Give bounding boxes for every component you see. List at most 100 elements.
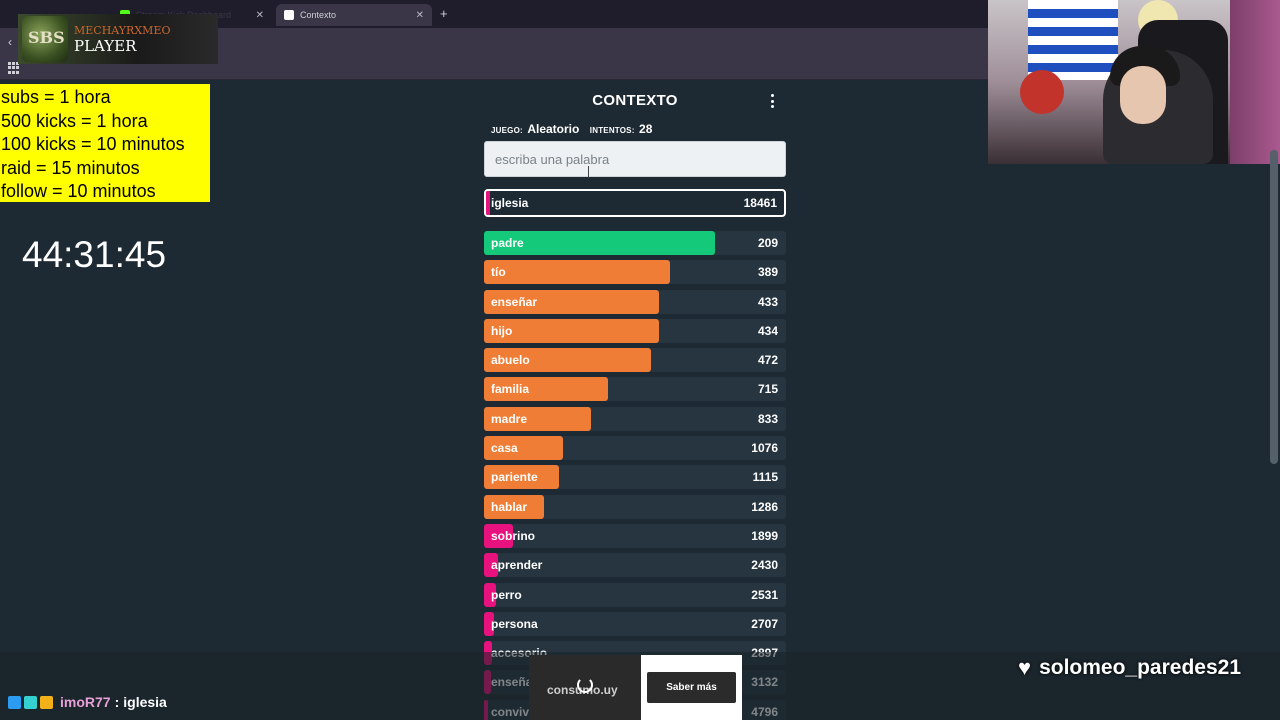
kebab-menu-icon[interactable] xyxy=(768,94,776,108)
spiderman-toy xyxy=(1020,70,1064,114)
streamer-face xyxy=(1120,66,1166,124)
last-guess-word: iglesia xyxy=(491,196,529,210)
similarity-bar xyxy=(484,436,563,461)
guess-rank: 433 xyxy=(757,294,778,309)
attempts-label: INTENTOS: xyxy=(589,126,635,135)
guess-word: persona xyxy=(491,616,538,631)
subathon-timer: 44:31:45 xyxy=(22,234,167,275)
guess-rank: 1076 xyxy=(751,441,778,456)
guess-word: casa xyxy=(491,441,518,456)
guess-row: casa 1076 xyxy=(484,436,786,461)
last-guess-row: iglesia 18461 xyxy=(484,189,786,217)
guess-word: padre xyxy=(491,236,524,250)
learn-more-button[interactable]: Saber más xyxy=(647,672,736,703)
contexto-game: CONTEXTO JUEGO: Aleatorio INTENTOS: 28 i… xyxy=(484,82,786,720)
guess-list: padre 209 tío 389 enseñar 433 hijo 434 abuelo 472… xyxy=(484,231,786,720)
text-cursor-icon xyxy=(588,166,594,178)
guess-row: perro 2531 xyxy=(484,582,786,607)
guess-row: hablar 1286 xyxy=(484,494,786,519)
apps-grid-icon[interactable] xyxy=(8,62,20,74)
guess-row: persona 2707 xyxy=(484,611,786,636)
follower-name: solomeo_paredes21 xyxy=(1039,656,1241,679)
star-badge-icon xyxy=(24,695,37,709)
mode-label: JUEGO: xyxy=(491,126,523,135)
word-input[interactable] xyxy=(484,141,786,177)
guess-word: tío xyxy=(491,265,506,280)
similarity-bar xyxy=(484,523,513,548)
last-guess-rank: 18461 xyxy=(743,196,777,210)
guess-rank: 1899 xyxy=(751,528,778,543)
guess-rank: 389 xyxy=(757,265,778,280)
close-icon[interactable]: ✕ xyxy=(415,9,424,21)
ad-image: consumo.uy xyxy=(529,655,641,720)
similarity-bar xyxy=(484,260,670,285)
back-icon[interactable]: ‹ xyxy=(8,35,12,49)
close-icon[interactable]: ✕ xyxy=(255,9,264,21)
guess-rank: 833 xyxy=(757,411,778,426)
last-guess-bar xyxy=(486,191,490,215)
stream-logo: SBS MECHAYRXMEO PLAYER xyxy=(18,14,218,64)
similarity-bar xyxy=(484,553,498,578)
guess-rank: 715 xyxy=(757,382,778,397)
guess-rank: 2531 xyxy=(751,587,778,602)
guess-rank: 1115 xyxy=(752,470,778,485)
similarity-bar xyxy=(484,611,494,636)
guess-row: aprender 2430 xyxy=(484,553,786,578)
game-stats: JUEGO: Aleatorio INTENTOS: 28 xyxy=(491,120,658,138)
guess-row: sobrino 1899 xyxy=(484,523,786,548)
guess-word: madre xyxy=(491,411,528,426)
subscriber-badge-icon xyxy=(40,695,53,709)
guess-row: pariente 1115 xyxy=(484,465,786,490)
guess-rank: 434 xyxy=(757,323,778,338)
guess-rank: 472 xyxy=(757,353,778,368)
guess-row: familia 715 xyxy=(484,377,786,402)
chat-message: imoR77 : iglesia xyxy=(8,694,167,710)
guess-row: abuelo 472 xyxy=(484,348,786,373)
guess-row: hijo 434 xyxy=(484,318,786,343)
rule-line: follow = 10 minutos xyxy=(1,181,156,201)
scrollbar[interactable] xyxy=(1270,150,1278,464)
chat-text: iglesia xyxy=(123,694,167,710)
tab-label: Contexto xyxy=(300,10,337,20)
similarity-bar xyxy=(484,406,592,431)
logo-line-2: PLAYER xyxy=(74,36,137,55)
new-tab-icon[interactable]: + xyxy=(440,6,448,21)
verified-badge-icon xyxy=(8,695,21,709)
chat-separator: : xyxy=(114,694,120,710)
replay-icon[interactable] xyxy=(577,677,593,693)
tab-contexto[interactable]: Contexto ✕ xyxy=(276,4,432,26)
similarity-bar xyxy=(484,377,608,402)
heart-icon: ♥ xyxy=(1018,655,1032,680)
webcam-feed xyxy=(988,0,1280,164)
similarity-bar xyxy=(484,318,659,343)
latest-follower: ♥ solomeo_paredes21 xyxy=(1018,655,1241,681)
rule-line: 500 kicks = 1 hora xyxy=(1,110,148,131)
guess-word: perro xyxy=(491,587,522,602)
guess-rank: 2430 xyxy=(751,558,778,573)
chat-username: imoR77 xyxy=(60,694,111,710)
guess-word: familia xyxy=(491,382,530,397)
guess-rank: 209 xyxy=(757,236,778,250)
guess-word: enseñar xyxy=(491,294,538,309)
guess-rank: 2707 xyxy=(751,616,778,631)
similarity-bar xyxy=(484,231,716,255)
guess-row: madre 833 xyxy=(484,406,786,431)
guess-rank: 1286 xyxy=(751,499,778,514)
subathon-rules: subs = 1 hora 500 kicks = 1 hora 100 kic… xyxy=(0,84,210,202)
contexto-favicon-icon xyxy=(284,10,294,20)
similarity-bar xyxy=(484,348,651,373)
similarity-bar xyxy=(484,289,660,314)
logo-line-1: MECHAYRXMEO xyxy=(74,23,171,37)
game-title: CONTEXTO xyxy=(592,92,678,109)
curtain xyxy=(1230,0,1280,164)
rule-line: 100 kicks = 10 minutos xyxy=(1,134,185,154)
mode-value[interactable]: Aleatorio xyxy=(527,122,580,136)
guess-word: pariente xyxy=(491,470,538,485)
similarity-bar xyxy=(484,582,497,607)
guess-row: enseñar 433 xyxy=(484,289,786,314)
ad-banner[interactable]: consumo.uy Saber más xyxy=(529,655,742,720)
guess-word: hijo xyxy=(491,323,513,338)
guess-word: abuelo xyxy=(491,353,530,368)
guess-word: hablar xyxy=(491,499,528,514)
